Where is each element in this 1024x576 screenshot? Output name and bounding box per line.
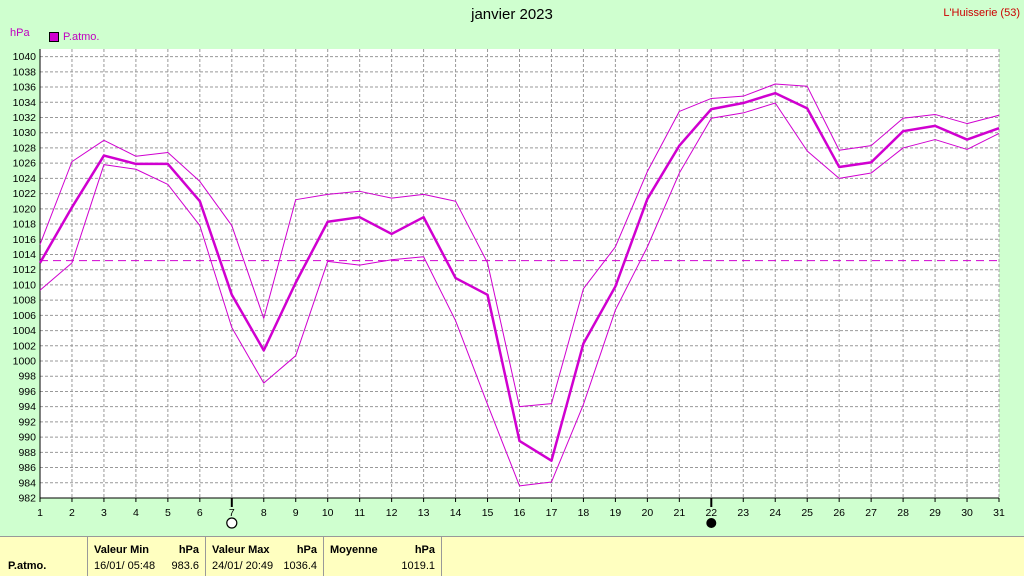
min-value: 983.6 <box>171 560 199 572</box>
y-tick-label: 1028 <box>13 142 37 154</box>
y-tick-label: 990 <box>18 432 36 444</box>
y-tick-label: 1026 <box>13 158 37 170</box>
legend-swatch <box>49 32 59 42</box>
y-tick-label: 1010 <box>13 279 37 291</box>
x-tick-label: 2 <box>69 507 75 519</box>
x-tick-label: 16 <box>514 507 526 519</box>
y-tick-label: 1006 <box>13 310 37 322</box>
avg-value: 1019.1 <box>401 560 435 572</box>
y-tick-label: 996 <box>18 386 36 398</box>
x-tick-label: 1 <box>37 507 43 519</box>
x-tick-label: 31 <box>993 507 1005 519</box>
x-tick-label: 7 <box>229 507 235 519</box>
pressure-chart: 9829849869889909929949969981000100210041… <box>13 49 1005 529</box>
min-time: 16/01/ 05:48 <box>94 560 156 572</box>
y-tick-label: 994 <box>18 401 36 413</box>
min-header: Valeur Min <box>94 544 150 556</box>
x-tick-label: 15 <box>482 507 494 519</box>
full-moon-icon <box>706 518 717 528</box>
stats-footer: P.atmo. Valeur Min hPa 16/01/ 05:48 983.… <box>0 536 1024 576</box>
y-tick-label: 1040 <box>13 51 37 63</box>
y-tick-label: 992 <box>18 416 36 428</box>
plot-area <box>40 49 999 498</box>
x-tick-label: 29 <box>929 507 941 519</box>
x-tick-label: 21 <box>673 507 685 519</box>
y-tick-label: 1036 <box>13 82 37 94</box>
y-tick-label: 998 <box>18 371 36 383</box>
x-tick-label: 17 <box>546 507 558 519</box>
new-moon-icon <box>226 517 238 529</box>
chart-title: janvier 2023 <box>471 6 553 23</box>
x-tick-label: 14 <box>450 507 462 519</box>
max-cell: Valeur Max hPa 24/01/ 20:49 1036.4 <box>206 537 324 576</box>
station-name: L'Huisserie (53) <box>943 7 1020 19</box>
x-tick-label: 6 <box>197 507 203 519</box>
y-tick-label: 1012 <box>13 264 37 276</box>
x-tick-label: 26 <box>833 507 845 519</box>
x-tick-label: 23 <box>737 507 749 519</box>
y-tick-label: 1000 <box>13 356 37 368</box>
min-unit: hPa <box>178 544 199 556</box>
x-tick-label: 28 <box>897 507 909 519</box>
x-tick-label: 27 <box>865 507 877 519</box>
y-tick-label: 986 <box>18 462 36 474</box>
y-tick-label: 1034 <box>13 97 37 109</box>
x-tick-label: 22 <box>705 507 717 519</box>
y-tick-label: 1038 <box>13 66 37 78</box>
y-tick-label: 1004 <box>13 325 37 337</box>
y-tick-label: 988 <box>18 447 36 459</box>
avg-cell: Moyenne hPa 1019.1 <box>324 537 442 576</box>
x-tick-label: 20 <box>642 507 654 519</box>
max-value: 1036.4 <box>283 560 317 572</box>
x-tick-label: 19 <box>610 507 622 519</box>
x-tick-label: 11 <box>354 507 365 519</box>
x-tick-label: 25 <box>801 507 813 519</box>
x-tick-label: 10 <box>322 507 334 519</box>
y-tick-label: 1008 <box>13 295 37 307</box>
max-unit: hPa <box>296 544 317 556</box>
y-tick-label: 1014 <box>13 249 37 261</box>
footer-row-label: P.atmo. <box>8 560 47 572</box>
y-axis-unit: hPa <box>10 27 30 39</box>
y-tick-label: 1022 <box>13 188 37 200</box>
avg-header: Moyenne <box>330 544 378 556</box>
series-line-max <box>39 83 1000 408</box>
y-tick-label: 1020 <box>13 203 37 215</box>
y-tick-label: 1002 <box>13 340 37 352</box>
x-tick-label: 18 <box>578 507 590 519</box>
y-tick-label: 984 <box>18 477 36 489</box>
y-tick-label: 982 <box>18 493 36 505</box>
max-time: 24/01/ 20:49 <box>212 560 274 572</box>
x-tick-label: 24 <box>769 507 781 519</box>
x-tick-label: 13 <box>418 507 430 519</box>
legend: P.atmo. <box>49 31 100 43</box>
min-cell: Valeur Min hPa 16/01/ 05:48 983.6 <box>88 537 206 576</box>
y-tick-label: 1032 <box>13 112 37 124</box>
series-line-mean <box>38 91 1000 462</box>
x-tick-label: 30 <box>961 507 973 519</box>
x-tick-label: 12 <box>386 507 398 519</box>
y-tick-label: 1030 <box>13 127 37 139</box>
series-line-min <box>39 102 1000 487</box>
footer-label-cell: P.atmo. <box>0 537 88 576</box>
x-tick-label: 9 <box>293 507 299 519</box>
x-tick-label: 5 <box>165 507 171 519</box>
x-tick-label: 4 <box>133 507 139 519</box>
footer-empty <box>442 537 1024 576</box>
x-tick-label: 8 <box>261 507 267 519</box>
x-tick-label: 3 <box>101 507 107 519</box>
avg-unit: hPa <box>414 544 435 556</box>
legend-label: P.atmo. <box>63 31 100 43</box>
y-tick-label: 1016 <box>13 234 37 246</box>
y-tick-label: 1018 <box>13 219 37 231</box>
max-header: Valeur Max <box>212 544 270 556</box>
y-tick-label: 1024 <box>13 173 37 185</box>
